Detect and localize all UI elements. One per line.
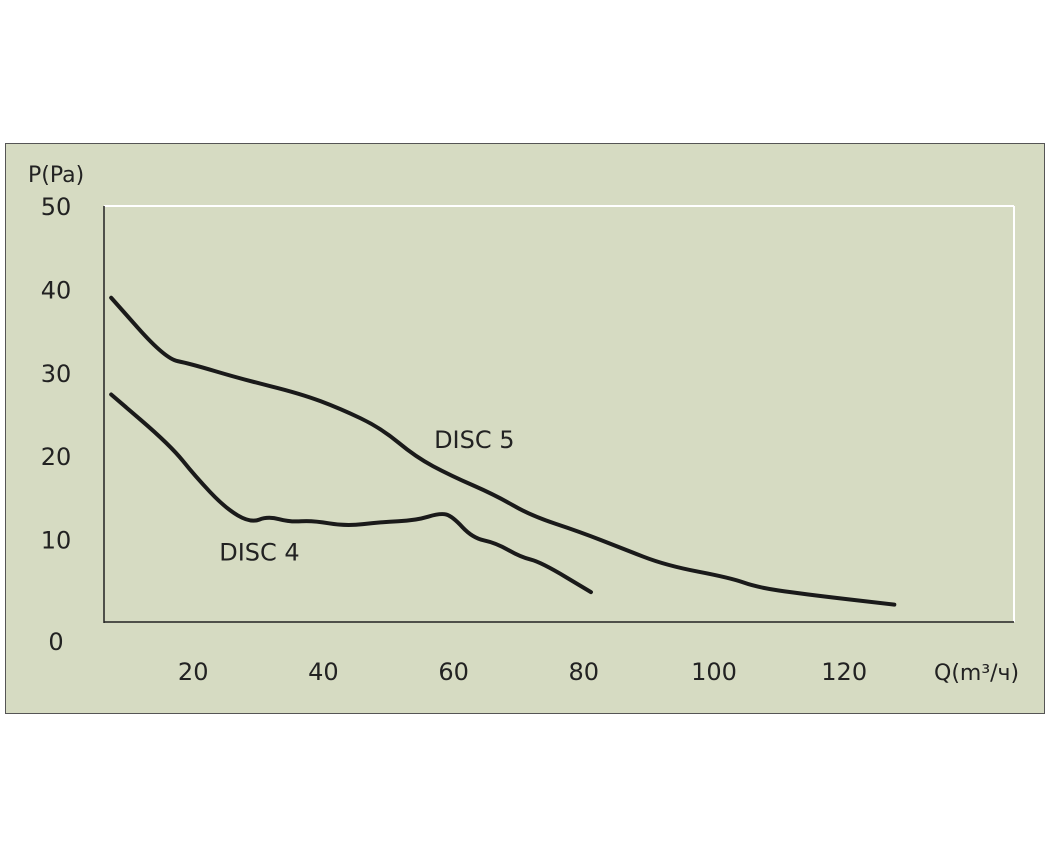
series-line-1 (109, 295, 897, 607)
series-label-2: DISC 4 (219, 538, 299, 566)
x-tick-label: 80 (569, 658, 600, 686)
y-tick-label: 20 (41, 443, 72, 471)
y-axis-label: P(Pa) (28, 163, 84, 188)
y-tick-label: 30 (41, 360, 72, 388)
chart-frame (5, 143, 1045, 714)
x-axis-label: Q(m³/ч) (934, 661, 1019, 686)
x-tick-label: 100 (691, 658, 737, 686)
y-tick-label: 50 (41, 193, 72, 221)
y-tick-label: 0 (48, 628, 63, 656)
x-tick-label: 120 (821, 658, 867, 686)
x-tick-label: 60 (438, 658, 469, 686)
series-label-1: DISC 5 (434, 426, 514, 454)
x-tick-label: 40 (308, 658, 339, 686)
y-tick-label: 40 (41, 276, 72, 304)
x-tick-label: 20 (178, 658, 209, 686)
y-tick-label: 10 (41, 527, 72, 555)
series-line-2 (109, 392, 593, 595)
